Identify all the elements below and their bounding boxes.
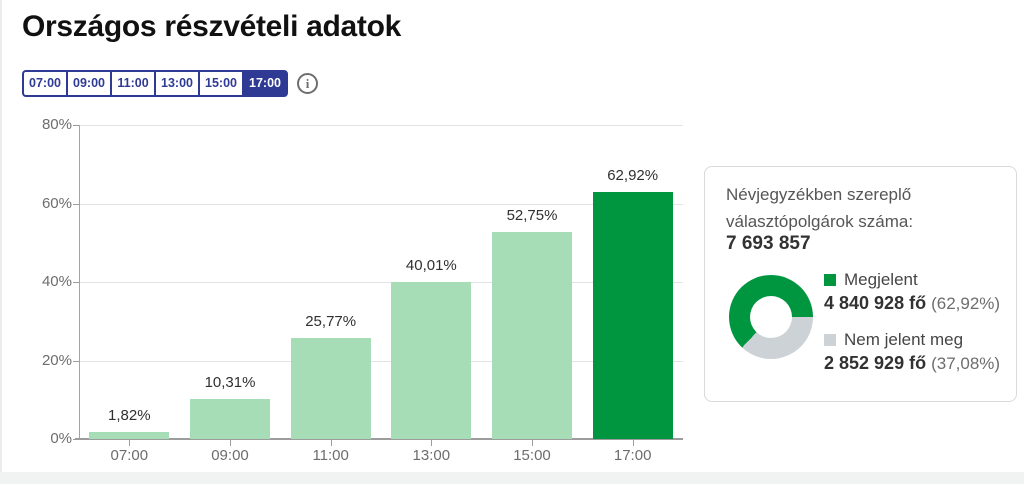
- x-tick-mark: [230, 440, 231, 446]
- x-tick-mark: [330, 440, 332, 446]
- card-heading-line2: választópolgárok száma:: [726, 212, 914, 231]
- legend-swatch-icon: [824, 334, 836, 346]
- bar-0700[interactable]: [89, 431, 170, 439]
- info-icon[interactable]: i: [297, 73, 318, 94]
- legend-value: 4 840 928 fő: [824, 293, 932, 313]
- y-tick-mark: [73, 203, 79, 205]
- voters-total: 7 693 857: [726, 233, 811, 254]
- summary-card: Névjegyzékben szereplő választópolgárok …: [704, 166, 1017, 402]
- bar-1300[interactable]: [391, 281, 472, 439]
- x-tick-label: 15:00: [513, 447, 551, 464]
- y-tick-mark: [73, 125, 79, 126]
- legend-label: Megjelent: [844, 270, 918, 289]
- bar-value-label: 62,92%: [607, 167, 659, 185]
- time-tab-1300[interactable]: 13:00: [154, 70, 200, 97]
- x-tick-label: 07:00: [110, 447, 149, 464]
- gridline: [80, 203, 683, 205]
- time-tab-1700[interactable]: 17:00: [242, 70, 288, 97]
- donut-chart[interactable]: [729, 275, 813, 359]
- y-tick-label: 0%: [50, 430, 72, 447]
- gridline: [80, 282, 683, 283]
- x-tick-mark: [632, 440, 634, 446]
- donut-legend: Megjelent 4 840 928 fő (62,92%) Nem jelent…: [824, 270, 1000, 390]
- x-tick-label: 11:00: [312, 447, 349, 464]
- time-tab-0700[interactable]: 07:00: [22, 70, 68, 97]
- legend-percent: (37,08%): [931, 354, 1001, 373]
- gridline: [80, 125, 683, 126]
- time-tab-1500[interactable]: 15:00: [198, 70, 244, 97]
- bar-0900[interactable]: [190, 398, 270, 439]
- bar-value-label: 25,77%: [305, 312, 357, 330]
- time-tab-1100[interactable]: 11:00: [110, 70, 156, 97]
- x-tick-label: 09:00: [211, 447, 249, 464]
- y-axis-line: [79, 125, 80, 439]
- legend-percent: (62,92%): [931, 294, 1001, 313]
- time-tab-group: 07:00 09:00 11:00 13:00 15:00 17:00: [22, 70, 288, 97]
- bar-value-label: 40,01%: [405, 256, 457, 274]
- x-tick-label: 17:00: [613, 447, 652, 464]
- y-tick-label: 80%: [41, 116, 72, 133]
- bar-1700[interactable]: [592, 192, 673, 439]
- bar-value-label: 10,31%: [204, 373, 256, 391]
- x-axis-line: [75, 438, 683, 440]
- legend-value: 2 852 929 fő: [824, 353, 932, 373]
- page-left-edge: [0, 0, 2, 484]
- donut-hole: [750, 296, 792, 338]
- card-heading: Névjegyzékben szereplő választópolgárok …: [726, 181, 913, 235]
- x-tick-mark: [129, 440, 131, 446]
- bar-1500[interactable]: [492, 231, 572, 439]
- x-tick-label: 13:00: [412, 447, 451, 464]
- card-heading-line1: Névjegyzékben szereplő: [726, 185, 912, 204]
- legend-label: Nem jelent meg: [844, 330, 964, 349]
- x-tick-mark: [532, 440, 533, 446]
- y-tick-label: 40%: [41, 273, 72, 290]
- bar-1100[interactable]: [290, 337, 371, 439]
- gridline: [80, 360, 683, 362]
- turnout-bar-chart: 0% 20% 40% 60% 80% 1,82% 07:00 10,31% 09:00 25,77…: [0, 116, 700, 475]
- next-section-strip: [0, 472, 1024, 484]
- legend-item-1: Nem jelent meg 2 852 929 fő (37,08%): [824, 330, 1000, 374]
- legend-swatch-icon: [824, 274, 836, 286]
- legend-item-0: Megjelent 4 840 928 fő (62,92%): [824, 270, 1000, 314]
- time-tab-0900[interactable]: 09:00: [66, 70, 112, 97]
- bar-value-label: 52,75%: [506, 206, 558, 224]
- y-tick-mark: [73, 282, 79, 283]
- page-title: Országos részvételi adatok: [22, 10, 402, 43]
- y-tick-label: 20%: [41, 351, 72, 369]
- x-tick-mark: [431, 440, 433, 446]
- bar-value-label: 1,82%: [108, 406, 151, 424]
- y-tick-mark: [73, 360, 79, 362]
- y-tick-label: 60%: [41, 194, 72, 212]
